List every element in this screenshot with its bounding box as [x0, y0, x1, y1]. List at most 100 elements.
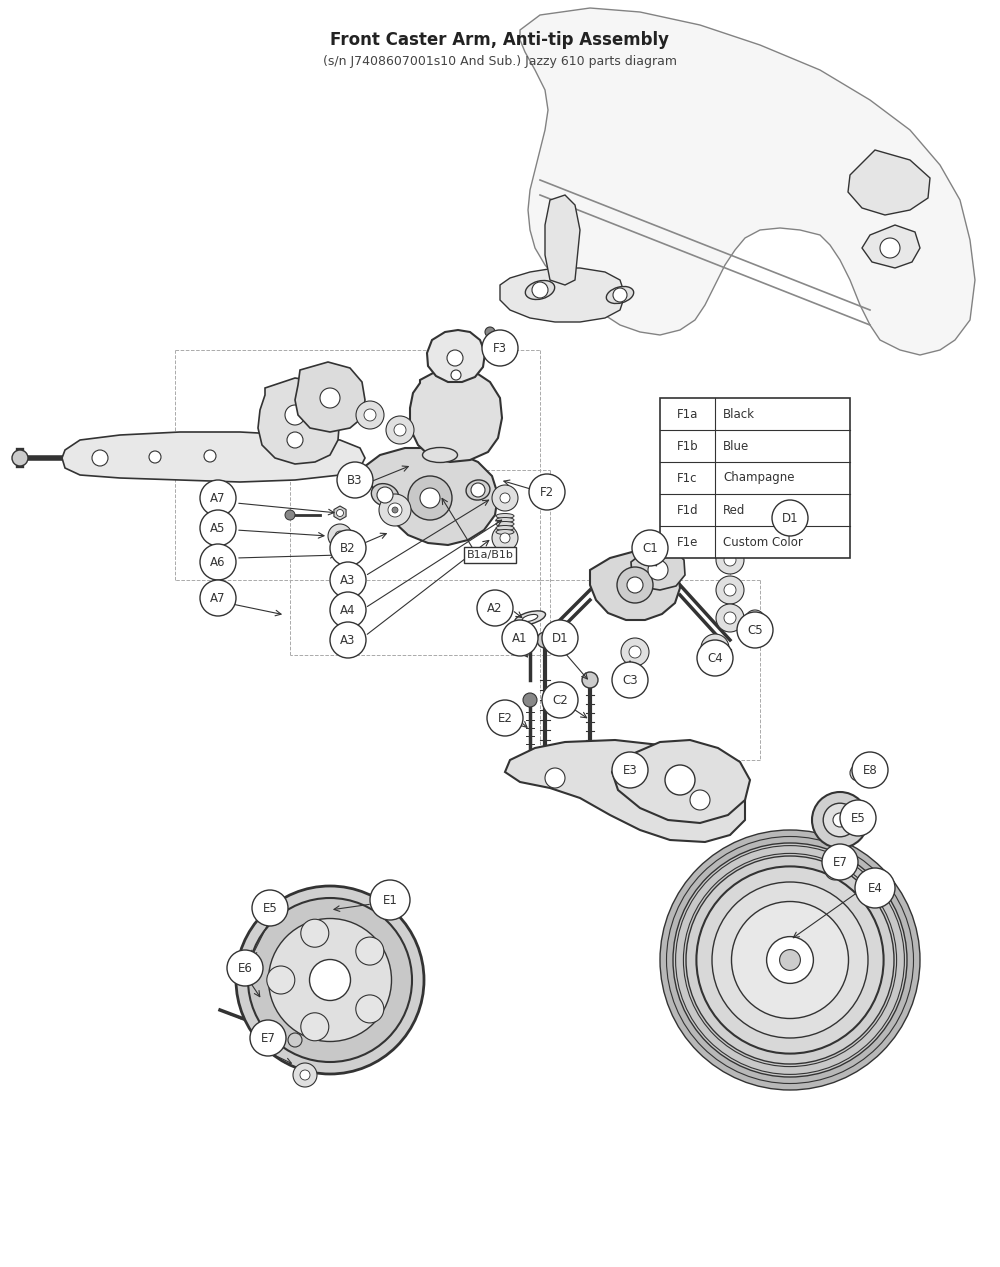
Circle shape	[477, 590, 513, 626]
Text: F1a: F1a	[677, 408, 698, 421]
Text: A5: A5	[210, 522, 226, 535]
Text: C5: C5	[747, 623, 763, 636]
Ellipse shape	[371, 484, 399, 507]
Text: Front Caster Arm, Anti-tip Assembly: Front Caster Arm, Anti-tip Assembly	[330, 30, 670, 49]
Circle shape	[612, 661, 648, 698]
Text: F1e: F1e	[677, 536, 698, 549]
Circle shape	[12, 450, 28, 466]
Text: D1: D1	[782, 512, 798, 525]
Circle shape	[716, 604, 744, 632]
Circle shape	[537, 632, 553, 647]
Ellipse shape	[496, 513, 514, 518]
Circle shape	[301, 919, 329, 948]
Circle shape	[697, 640, 733, 677]
Circle shape	[621, 639, 649, 666]
Circle shape	[737, 612, 773, 647]
Text: C4: C4	[707, 651, 723, 664]
Polygon shape	[258, 378, 340, 464]
Circle shape	[613, 288, 627, 302]
Circle shape	[855, 770, 861, 775]
Circle shape	[822, 844, 858, 881]
Circle shape	[447, 350, 463, 366]
Ellipse shape	[496, 530, 514, 535]
Circle shape	[833, 813, 847, 827]
Text: C3: C3	[622, 674, 638, 687]
Circle shape	[487, 699, 523, 736]
Circle shape	[502, 495, 508, 500]
Polygon shape	[360, 449, 498, 545]
Circle shape	[709, 642, 721, 654]
Text: Custom Color: Custom Color	[723, 536, 803, 549]
Circle shape	[767, 936, 813, 983]
Ellipse shape	[525, 280, 555, 299]
Text: E3: E3	[623, 764, 637, 777]
Text: A6: A6	[210, 555, 226, 569]
Circle shape	[149, 451, 161, 462]
Text: A2: A2	[487, 602, 503, 614]
Text: F1b: F1b	[677, 440, 698, 452]
Polygon shape	[612, 740, 750, 824]
Circle shape	[500, 493, 510, 503]
Polygon shape	[631, 549, 685, 590]
Circle shape	[236, 886, 424, 1074]
Circle shape	[632, 530, 668, 566]
Circle shape	[386, 416, 414, 443]
Text: E5: E5	[263, 902, 277, 915]
Polygon shape	[545, 195, 580, 285]
Circle shape	[200, 511, 236, 546]
Circle shape	[293, 1063, 317, 1087]
Circle shape	[612, 753, 648, 788]
Text: F1d: F1d	[677, 503, 698, 517]
Circle shape	[492, 525, 518, 551]
Ellipse shape	[496, 526, 514, 531]
Circle shape	[287, 432, 303, 449]
Circle shape	[831, 867, 839, 874]
Circle shape	[356, 995, 384, 1022]
Ellipse shape	[422, 447, 458, 462]
Polygon shape	[520, 8, 975, 355]
Circle shape	[204, 450, 216, 462]
Polygon shape	[848, 150, 930, 215]
Circle shape	[408, 476, 452, 519]
Text: C2: C2	[552, 693, 568, 707]
Circle shape	[716, 576, 744, 604]
Text: A7: A7	[210, 492, 226, 504]
Circle shape	[532, 283, 548, 298]
Circle shape	[377, 487, 393, 503]
Circle shape	[523, 693, 537, 707]
Ellipse shape	[606, 286, 634, 304]
Circle shape	[330, 592, 366, 628]
Circle shape	[330, 622, 366, 658]
Circle shape	[690, 791, 710, 810]
Ellipse shape	[496, 517, 514, 522]
Polygon shape	[505, 740, 745, 843]
Text: F1c: F1c	[677, 471, 698, 484]
Text: E8: E8	[863, 764, 877, 777]
Circle shape	[335, 531, 345, 541]
Circle shape	[780, 949, 800, 971]
Circle shape	[850, 765, 866, 780]
Circle shape	[330, 530, 366, 566]
Text: A1: A1	[512, 631, 528, 645]
Circle shape	[451, 370, 461, 380]
Circle shape	[840, 799, 876, 836]
Text: Black: Black	[723, 408, 755, 421]
Circle shape	[388, 503, 402, 517]
Text: B2: B2	[340, 541, 356, 555]
Circle shape	[482, 329, 518, 366]
Circle shape	[648, 560, 668, 580]
Text: E7: E7	[833, 855, 847, 868]
Circle shape	[660, 830, 920, 1090]
Text: D1: D1	[552, 631, 568, 645]
Circle shape	[252, 889, 288, 926]
Circle shape	[227, 950, 263, 986]
Circle shape	[392, 507, 398, 513]
Circle shape	[370, 881, 410, 920]
Circle shape	[320, 388, 340, 408]
Circle shape	[582, 672, 598, 688]
Circle shape	[724, 584, 736, 595]
Text: E2: E2	[498, 712, 512, 725]
Text: E1: E1	[383, 893, 397, 906]
Circle shape	[328, 525, 352, 549]
Circle shape	[617, 568, 653, 603]
